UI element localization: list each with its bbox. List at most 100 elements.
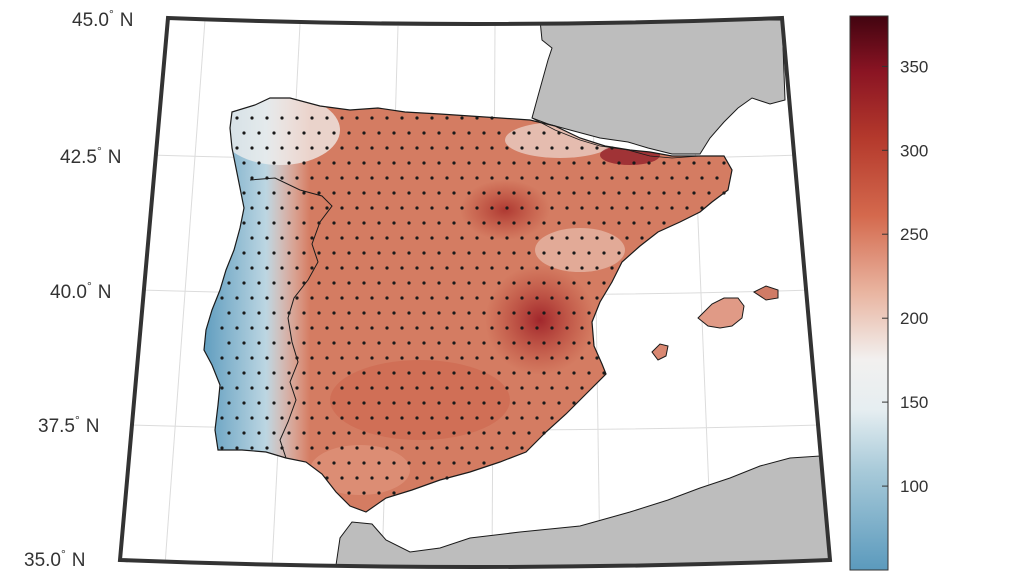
station-dot <box>377 401 381 405</box>
station-dot <box>392 281 396 285</box>
station-dot <box>475 146 479 150</box>
station-dot <box>452 461 456 465</box>
station-dot <box>407 131 411 135</box>
station-dot <box>430 386 434 390</box>
station-dot <box>317 131 321 135</box>
station-dot <box>355 146 359 150</box>
station-dot <box>580 236 584 240</box>
station-dot <box>557 191 561 195</box>
station-dot <box>250 236 254 240</box>
station-dot <box>505 416 509 420</box>
station-dot <box>377 281 381 285</box>
station-dot <box>572 311 576 315</box>
station-dot <box>512 371 516 375</box>
station-dot <box>535 206 539 210</box>
station-dot <box>452 431 456 435</box>
station-dot <box>242 341 246 345</box>
colorbar-tick-label-100: 100 <box>900 477 928 496</box>
station-dot <box>302 221 306 225</box>
station-dot <box>280 206 284 210</box>
station-dot <box>340 476 344 480</box>
station-dot <box>460 296 464 300</box>
station-dot <box>422 191 426 195</box>
station-dot <box>557 281 561 285</box>
station-dot <box>355 266 359 270</box>
station-dot <box>280 416 284 420</box>
station-dot <box>467 431 471 435</box>
station-dot <box>355 296 359 300</box>
station-dot <box>347 221 351 225</box>
station-dot <box>287 251 291 255</box>
france-landmass <box>531 19 786 155</box>
station-dot <box>572 161 576 165</box>
station-dot <box>520 206 524 210</box>
station-dot <box>715 176 719 180</box>
station-dot <box>310 146 314 150</box>
station-dot <box>520 446 524 450</box>
station-dot <box>362 461 366 465</box>
station-dot <box>542 191 546 195</box>
station-dot <box>370 146 374 150</box>
station-dot <box>415 206 419 210</box>
north-africa-landmass <box>334 455 830 567</box>
station-dot <box>587 221 591 225</box>
station-dot <box>250 446 254 450</box>
station-dot <box>617 191 621 195</box>
station-dot <box>452 401 456 405</box>
station-dot <box>497 401 501 405</box>
station-dot <box>602 191 606 195</box>
station-dot <box>595 146 599 150</box>
station-dot <box>362 251 366 255</box>
station-dot <box>520 296 524 300</box>
station-dot <box>490 356 494 360</box>
station-dot <box>445 476 449 480</box>
station-dot <box>490 446 494 450</box>
colorbar-tick-label-200: 200 <box>900 309 928 328</box>
station-dot <box>445 386 449 390</box>
station-dot <box>505 386 509 390</box>
station-dot <box>242 371 246 375</box>
station-dot <box>310 446 314 450</box>
station-dot <box>265 446 269 450</box>
station-dot <box>505 266 509 270</box>
station-dot <box>505 236 509 240</box>
station-dot <box>362 341 366 345</box>
station-dot <box>475 356 479 360</box>
station-dot <box>430 476 434 480</box>
station-dot <box>355 416 359 420</box>
station-dot <box>242 311 246 315</box>
station-dot <box>257 281 261 285</box>
station-dot <box>460 146 464 150</box>
station-dot <box>512 281 516 285</box>
station-dot <box>392 401 396 405</box>
station-dot <box>422 371 426 375</box>
station-dot <box>340 356 344 360</box>
station-dot <box>377 311 381 315</box>
station-dot <box>242 131 246 135</box>
station-dot <box>235 116 239 120</box>
station-dot <box>572 191 576 195</box>
colorbar-tick-label-150: 150 <box>900 393 928 412</box>
station-dot <box>535 356 539 360</box>
station-dot <box>535 416 539 420</box>
station-dot <box>437 251 441 255</box>
station-dot <box>392 251 396 255</box>
station-dot <box>280 356 284 360</box>
station-dot <box>422 221 426 225</box>
station-dot <box>460 386 464 390</box>
station-dot <box>347 401 351 405</box>
station-dot <box>497 131 501 135</box>
station-dot <box>460 446 464 450</box>
station-dot <box>685 206 689 210</box>
station-dot <box>407 191 411 195</box>
station-dot <box>227 401 231 405</box>
station-dot <box>437 191 441 195</box>
station-dot <box>542 371 546 375</box>
station-dot <box>505 176 509 180</box>
station-dot <box>520 236 524 240</box>
station-dot <box>542 281 546 285</box>
station-dot <box>332 131 336 135</box>
station-dot <box>332 191 336 195</box>
station-dot <box>332 251 336 255</box>
station-dot <box>527 311 531 315</box>
